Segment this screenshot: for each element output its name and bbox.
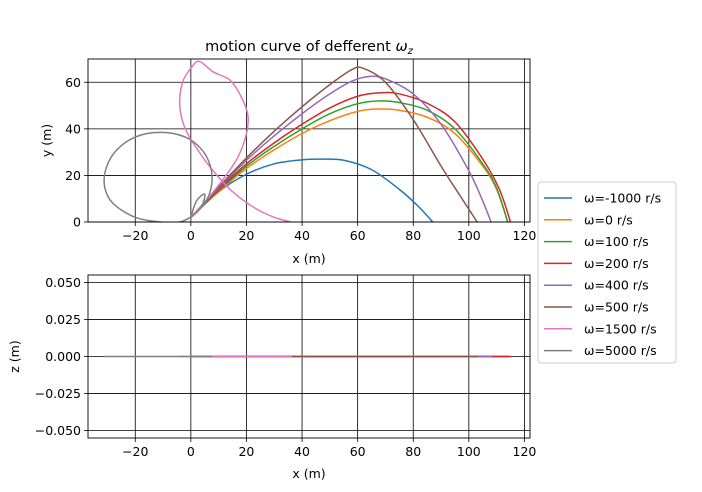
bottom-x-tick-label: 20 [238, 444, 254, 459]
legend-label-6: ω=1500 r/s [584, 321, 657, 336]
legend-label-3: ω=200 r/s [584, 256, 649, 271]
top-x-tick-label: −20 [122, 228, 148, 243]
legend-label-5: ω=500 r/s [584, 300, 649, 315]
top-x-tick-label: 60 [350, 228, 366, 243]
top-series-line-3 [189, 91, 512, 222]
bottom-chart: −20 0 20 40 60 80 100 120 −0.050 −0.025 0.000 0.02… [7, 274, 536, 481]
top-x-tick-label: 40 [294, 228, 310, 243]
top-series-line-2 [189, 100, 509, 222]
top-x-tick-label: 80 [405, 228, 421, 243]
bottom-chart-y-ticks: −0.050 −0.025 0.000 0.025 0.050 [35, 275, 88, 438]
bottom-x-tick-label: 120 [513, 444, 537, 459]
legend-label-7: ω=5000 r/s [584, 343, 657, 358]
top-x-tick-label: 20 [238, 228, 254, 243]
bottom-chart-xlabel: x (m) [292, 466, 325, 481]
legend-label-0: ω=-1000 r/s [584, 191, 661, 206]
top-chart-frame [87, 58, 531, 223]
title-subscript: z [407, 46, 414, 57]
top-y-tick-label: 20 [65, 168, 81, 183]
legend-box [537, 181, 677, 364]
legend: ω=-1000 r/s ω=0 r/s ω=100 r/s ω=200 r/s ω=40… [537, 181, 677, 364]
top-series-line-7 [103, 131, 213, 222]
bottom-x-tick-label: 100 [457, 444, 481, 459]
top-chart-ylabel: y (m) [39, 124, 54, 157]
top-y-tick-label: 60 [65, 75, 81, 90]
top-x-tick-label: 100 [457, 228, 481, 243]
title-omega: ω [395, 39, 407, 55]
top-chart: −20 0 20 40 60 80 100 120 0 20 40 60 motion curve … [39, 39, 536, 266]
top-series-line-1 [189, 108, 509, 222]
top-x-tick-label: 0 [187, 228, 195, 243]
bottom-x-tick-label: 0 [187, 444, 195, 459]
top-chart-grid [88, 59, 530, 223]
top-series-line-6 [178, 60, 292, 222]
top-chart-title: motion curve of defferent ωz [205, 39, 413, 57]
bottom-x-tick-label: −20 [122, 444, 148, 459]
top-chart-xlabel: x (m) [292, 251, 325, 266]
bottom-y-tick-label: 0.025 [45, 312, 81, 327]
top-series-line-0 [189, 158, 434, 222]
top-chart-y-ticks: 0 20 40 60 [65, 75, 88, 230]
top-series-line-4 [189, 75, 492, 222]
bottom-y-tick-label: 0.000 [45, 349, 81, 364]
bottom-chart-ylabel: z (m) [7, 340, 22, 372]
legend-label-2: ω=100 r/s [584, 234, 649, 249]
legend-entries: ω=-1000 r/s ω=0 r/s ω=100 r/s ω=200 r/s ω=40… [544, 191, 661, 358]
bottom-y-tick-label: −0.050 [35, 423, 81, 438]
bottom-y-tick-label: −0.025 [35, 386, 81, 401]
top-x-tick-label: 120 [513, 228, 537, 243]
bottom-x-tick-label: 60 [350, 444, 366, 459]
legend-label-1: ω=0 r/s [584, 212, 633, 227]
bottom-y-tick-label: 0.050 [45, 275, 81, 290]
bottom-x-tick-label: 80 [405, 444, 421, 459]
bottom-chart-x-ticks: −20 0 20 40 60 80 100 120 [122, 438, 536, 459]
top-y-tick-label: 40 [65, 121, 81, 136]
top-chart-x-ticks: −20 0 20 40 60 80 100 120 [122, 222, 536, 243]
top-series-line-5 [189, 66, 479, 222]
bottom-x-tick-label: 40 [294, 444, 310, 459]
top-chart-series [103, 60, 512, 222]
top-y-tick-label: 0 [73, 215, 81, 230]
legend-label-4: ω=400 r/s [584, 278, 649, 293]
